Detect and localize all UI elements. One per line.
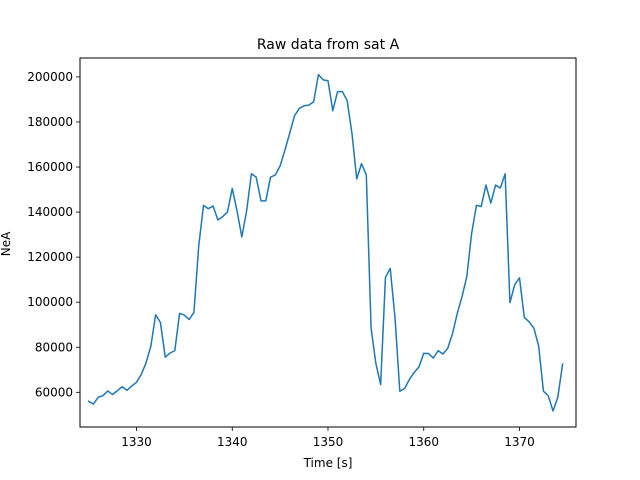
y-tick-label: 200000: [27, 70, 73, 84]
series-line-0: [87, 73, 564, 412]
y-tick-label: 60000: [35, 385, 73, 399]
x-tick-label: 1360: [408, 435, 439, 449]
x-tick-label: 1330: [121, 435, 152, 449]
plot-area: [87, 73, 564, 412]
y-tick-label: 100000: [27, 295, 73, 309]
y-tick-label: 140000: [27, 205, 73, 219]
y-tick-label: 180000: [27, 115, 73, 129]
y-axis-label: NeA: [0, 231, 13, 256]
chart-title: Raw data from sat A: [257, 37, 400, 53]
x-axis-label: Time [s]: [303, 456, 353, 470]
y-tick-label: 80000: [35, 340, 73, 354]
x-tick-label: 1370: [504, 435, 535, 449]
y-tick-label: 160000: [27, 160, 73, 174]
x-tick-label: 1350: [313, 435, 344, 449]
axes: 1330 1340 1350 1360 1370 60000 80000 100000 1200…: [27, 57, 577, 449]
y-tick-label: 120000: [27, 250, 73, 264]
x-tick-label: 1340: [217, 435, 248, 449]
